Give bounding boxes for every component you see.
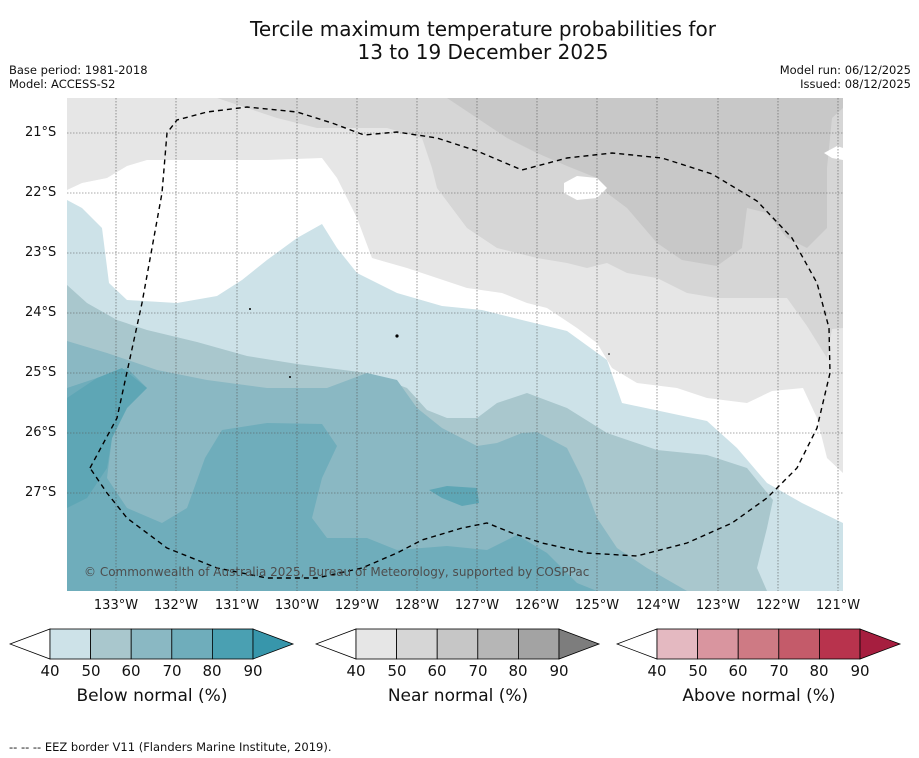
tick-label: 70 bbox=[769, 662, 789, 680]
islands bbox=[249, 308, 610, 378]
lat-label: 24°S bbox=[25, 305, 57, 320]
lat-label: 25°S bbox=[25, 365, 57, 380]
lon-label: 129°W bbox=[334, 598, 380, 613]
tick-label: 40 bbox=[346, 662, 366, 680]
copyright-notice: © Commonwealth of Australia 2025, Bureau… bbox=[84, 565, 590, 579]
lat-label: 23°S bbox=[25, 245, 57, 260]
colorbar-cell bbox=[778, 628, 820, 660]
below-normal-70-region bbox=[67, 368, 597, 591]
tick-label: 80 bbox=[202, 662, 222, 680]
meta-left: Base period: 1981-2018 Model: ACCESS-S2 bbox=[9, 63, 148, 91]
lon-label: 131°W bbox=[214, 598, 260, 613]
tick-label: 40 bbox=[647, 662, 667, 680]
map-svg bbox=[67, 98, 843, 591]
issued-date: Issued: 08/12/2025 bbox=[800, 77, 911, 91]
colorbar-cell bbox=[90, 628, 132, 660]
tick-label: 80 bbox=[809, 662, 829, 680]
model-run: Model run: 06/12/2025 bbox=[779, 63, 911, 77]
tick-label: 70 bbox=[468, 662, 488, 680]
lat-label: 22°S bbox=[25, 185, 57, 200]
below-normal-80-region bbox=[67, 368, 147, 508]
colorbar-cell bbox=[517, 628, 560, 660]
lon-label: 127°W bbox=[454, 598, 500, 613]
colorbar-cell bbox=[49, 628, 91, 660]
tick-label: 70 bbox=[162, 662, 182, 680]
colorbar-cell bbox=[171, 628, 213, 660]
lon-label: 123°W bbox=[695, 598, 741, 613]
map-panel bbox=[67, 98, 843, 591]
near-normal-60-region bbox=[447, 98, 843, 266]
legend-label-below: Below normal (%) bbox=[76, 686, 228, 706]
tick-label: 50 bbox=[688, 662, 708, 680]
lon-label: 133°W bbox=[93, 598, 139, 613]
legend-label-above: Above normal (%) bbox=[682, 686, 836, 706]
colorbar-cell bbox=[818, 628, 861, 660]
title-line-1: Tercile maximum temperature probabilitie… bbox=[250, 17, 716, 41]
lon-label: 124°W bbox=[635, 598, 681, 613]
lat-label: 26°S bbox=[25, 425, 57, 440]
lon-label: 125°W bbox=[574, 598, 620, 613]
colorbar-extend-high bbox=[859, 628, 902, 660]
colorbar-cell bbox=[697, 628, 739, 660]
colorbar-extend-high bbox=[252, 628, 295, 660]
legend-label-near: Near normal (%) bbox=[387, 686, 529, 706]
tick-label: 60 bbox=[121, 662, 141, 680]
colorbar-extend-high bbox=[558, 628, 601, 660]
colorbar-above-normal bbox=[616, 628, 902, 660]
tick-label: 50 bbox=[387, 662, 407, 680]
below-normal-70-patch bbox=[429, 486, 479, 506]
colorbar-below-normal bbox=[9, 628, 295, 660]
colorbar-cell bbox=[656, 628, 698, 660]
colorbar-near-normal bbox=[315, 628, 601, 660]
tick-label: 60 bbox=[728, 662, 748, 680]
lon-label: 122°W bbox=[755, 598, 801, 613]
tick-label: 80 bbox=[508, 662, 528, 680]
tick-label: 90 bbox=[243, 662, 263, 680]
meta-right: Model run: 06/12/2025 Issued: 08/12/2025 bbox=[780, 63, 911, 91]
eez-footer-note: -- -- -- EEZ border V11 (Flanders Marine… bbox=[9, 740, 332, 754]
title-line-2: 13 to 19 December 2025 bbox=[357, 40, 609, 64]
model-name: Model: ACCESS-S2 bbox=[9, 77, 116, 91]
colorbar-extend-low bbox=[616, 628, 658, 660]
colorbar-cell bbox=[436, 628, 479, 660]
map-title: Tercile maximum temperature probabilitie… bbox=[0, 18, 919, 64]
lat-label: 27°S bbox=[25, 485, 57, 500]
tick-label: 40 bbox=[40, 662, 60, 680]
colorbar-extend-low bbox=[9, 628, 51, 660]
colorbar-cell bbox=[477, 628, 519, 660]
lat-label: 21°S bbox=[25, 125, 57, 140]
colorbar-cell bbox=[737, 628, 780, 660]
near-normal-white-patch bbox=[564, 176, 607, 200]
colorbar-extend-low bbox=[315, 628, 357, 660]
lon-label: 130°W bbox=[274, 598, 320, 613]
tick-label: 90 bbox=[549, 662, 569, 680]
lon-label: 128°W bbox=[394, 598, 440, 613]
eez-border bbox=[89, 106, 831, 579]
tick-label: 60 bbox=[427, 662, 447, 680]
lon-label: 126°W bbox=[514, 598, 560, 613]
lon-label: 132°W bbox=[153, 598, 199, 613]
lon-label: 121°W bbox=[815, 598, 861, 613]
colorbar-cell bbox=[211, 628, 254, 660]
grid-lines bbox=[67, 98, 843, 591]
colorbar-cell bbox=[396, 628, 438, 660]
tick-label: 90 bbox=[850, 662, 870, 680]
base-period: Base period: 1981-2018 bbox=[9, 63, 148, 77]
tick-label: 50 bbox=[81, 662, 101, 680]
colorbar-cell bbox=[355, 628, 397, 660]
colorbar-cell bbox=[130, 628, 173, 660]
